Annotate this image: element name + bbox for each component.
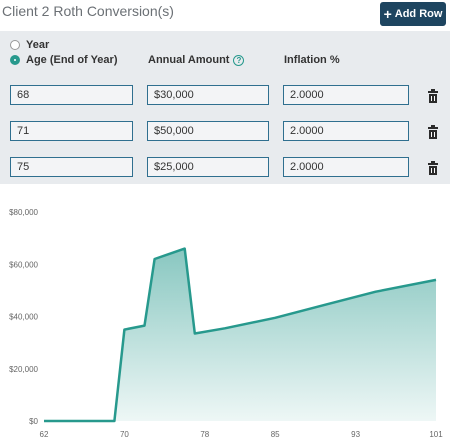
year-radio[interactable] xyxy=(10,40,20,50)
conversion-panel: Year Age (End of Year) Annual Amount ? I… xyxy=(0,31,450,184)
year-option-label: Year xyxy=(26,39,50,51)
amount-input[interactable]: $25,000 xyxy=(147,157,269,177)
page-title: Client 2 Roth Conversion(s) xyxy=(2,3,174,19)
age-option[interactable]: Age (End of Year) xyxy=(10,54,117,66)
y-tick-label: $60,000 xyxy=(9,260,38,269)
amount-column-label: Annual Amount xyxy=(148,54,230,66)
age-input[interactable]: 75 xyxy=(10,157,133,177)
chart-line xyxy=(44,247,437,423)
add-row-label: Add Row xyxy=(394,8,443,20)
add-row-button[interactable]: + Add Row xyxy=(380,2,446,26)
year-option[interactable]: Year xyxy=(10,39,49,51)
y-tick-label: $0 xyxy=(29,417,38,426)
x-tick-label: 78 xyxy=(200,430,209,439)
help-icon[interactable]: ? xyxy=(233,54,245,66)
x-tick-label: 70 xyxy=(120,430,129,439)
x-tick-label: 62 xyxy=(40,430,49,439)
inflation-column-header: Inflation % xyxy=(284,54,340,66)
x-axis: 62 70 78 85 93 101 xyxy=(40,430,444,439)
x-tick-label: 93 xyxy=(351,430,360,439)
inflation-input[interactable]: 2.0000 xyxy=(283,85,409,105)
delete-row-icon[interactable] xyxy=(428,89,438,103)
x-tick-label: 101 xyxy=(429,430,443,439)
delete-row-icon[interactable] xyxy=(428,161,438,175)
y-tick-label: $40,000 xyxy=(9,313,38,322)
conversion-chart: $0 $20,000 $40,000 $60,000 $80,000 62 70 78 85 9… xyxy=(9,208,444,439)
age-input[interactable]: 68 xyxy=(10,85,133,105)
y-axis: $0 $20,000 $40,000 $60,000 $80,000 xyxy=(9,208,38,426)
age-input[interactable]: 71 xyxy=(10,121,133,141)
x-tick-label: 85 xyxy=(271,430,280,439)
inflation-input[interactable]: 2.0000 xyxy=(283,157,409,177)
age-radio[interactable] xyxy=(10,55,20,65)
plus-icon: + xyxy=(383,6,392,22)
inflation-input[interactable]: 2.0000 xyxy=(283,121,409,141)
chart-area xyxy=(44,248,436,421)
amount-column-header: Annual Amount ? xyxy=(148,54,245,66)
y-tick-label: $20,000 xyxy=(9,365,38,374)
age-option-label: Age (End of Year) xyxy=(26,54,118,66)
y-tick-label: $80,000 xyxy=(9,208,38,217)
amount-input[interactable]: $30,000 xyxy=(147,85,269,105)
delete-row-icon[interactable] xyxy=(428,125,438,139)
amount-input[interactable]: $50,000 xyxy=(147,121,269,141)
